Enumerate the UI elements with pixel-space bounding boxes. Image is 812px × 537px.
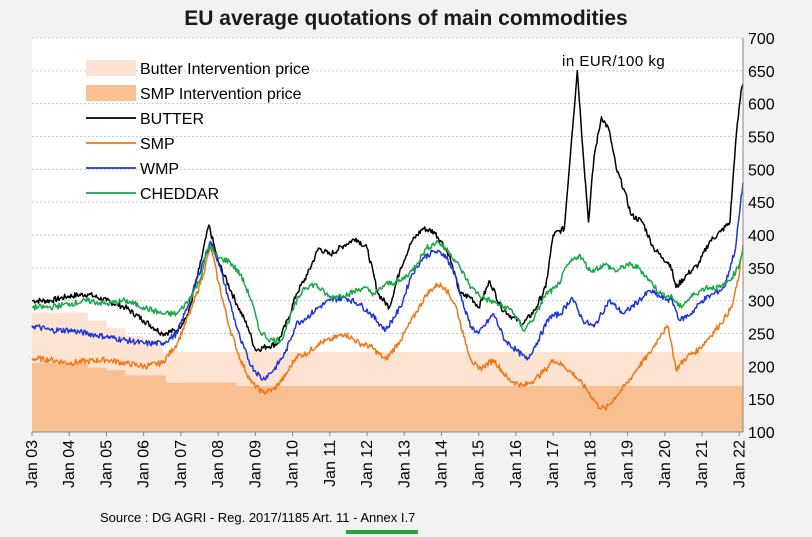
y-tick-label: 600 <box>748 97 775 114</box>
legend-label-wmp: WMP <box>140 161 179 178</box>
y-tick-label: 100 <box>748 425 775 442</box>
x-tick-label: Jan 18 <box>582 440 599 488</box>
x-tick-label: Jan 20 <box>657 440 674 488</box>
cheddar-line <box>31 239 744 344</box>
legend-label-cheddar: CHEDDAR <box>140 186 219 203</box>
y-tick-label: 350 <box>748 261 775 278</box>
x-tick-label: Jan 07 <box>173 440 190 488</box>
smp-line <box>31 244 744 411</box>
chart-title: EU average quotations of main commoditie… <box>184 7 628 30</box>
legend-label-smp-intervention-price: SMP Intervention price <box>140 86 302 103</box>
y-tick-label: 650 <box>748 64 775 81</box>
x-tick-label: Jan 22 <box>731 440 748 488</box>
butter-line <box>32 70 744 353</box>
legend-swatch-butter-intervention-price <box>86 60 136 76</box>
x-tick-label: Jan 21 <box>694 440 711 488</box>
legend-label-smp: SMP <box>140 136 175 153</box>
x-tick-label: Jan 19 <box>620 440 637 488</box>
x-tick-label: Jan 08 <box>210 440 227 488</box>
legend-swatch-smp-intervention-price <box>86 85 136 101</box>
x-tick-label: Jan 06 <box>136 440 153 488</box>
x-axis-ticks: Jan 03 Jan 04 Jan 05 Jan 06 Jan 07 Jan 08 Jan … <box>24 432 748 488</box>
y-tick-label: 150 <box>748 392 775 409</box>
y-tick-label: 450 <box>748 195 775 212</box>
x-tick-label: Jan 14 <box>433 440 450 488</box>
x-tick-label: Jan 17 <box>545 440 562 488</box>
x-tick-label: Jan 12 <box>359 440 376 488</box>
x-tick-label: Jan 04 <box>61 440 78 488</box>
y-tick-label: 300 <box>748 294 775 311</box>
x-tick-label: Jan 16 <box>508 440 525 488</box>
legend-label-butter: BUTTER <box>140 111 204 128</box>
legend: Butter Intervention price SMP Interventio… <box>86 60 310 203</box>
y-tick-label: 250 <box>748 327 775 344</box>
x-tick-label: Jan 03 <box>24 440 41 488</box>
y-axis-ticks: 100 150 200 250 300 350 400 450 500 550 600 650 700 <box>748 31 775 442</box>
wmp-line <box>31 182 744 381</box>
source-note: Source : DG AGRI - Reg. 2017/1185 Art. 1… <box>100 510 416 525</box>
unit-label: in EUR/100 kg <box>562 53 665 70</box>
x-tick-label: Jan 05 <box>98 440 115 488</box>
y-tick-label: 550 <box>748 130 775 147</box>
y-tick-label: 700 <box>748 31 775 48</box>
y-tick-label: 500 <box>748 162 775 179</box>
x-tick-label: Jan 10 <box>285 440 302 488</box>
intervention-areas <box>32 312 743 432</box>
y-tick-label: 200 <box>748 359 775 376</box>
y-tick-label: 400 <box>748 228 775 245</box>
smp-intervention-price-area <box>32 363 743 432</box>
x-tick-label: Jan 11 <box>322 440 339 487</box>
x-tick-label: Jan 13 <box>396 440 413 488</box>
x-tick-label: Jan 15 <box>471 440 488 488</box>
legend-label-butter-intervention-price: Butter Intervention price <box>140 61 310 78</box>
series-lines <box>31 70 744 411</box>
source-underline <box>346 530 418 534</box>
x-tick-label: Jan 09 <box>247 440 264 488</box>
